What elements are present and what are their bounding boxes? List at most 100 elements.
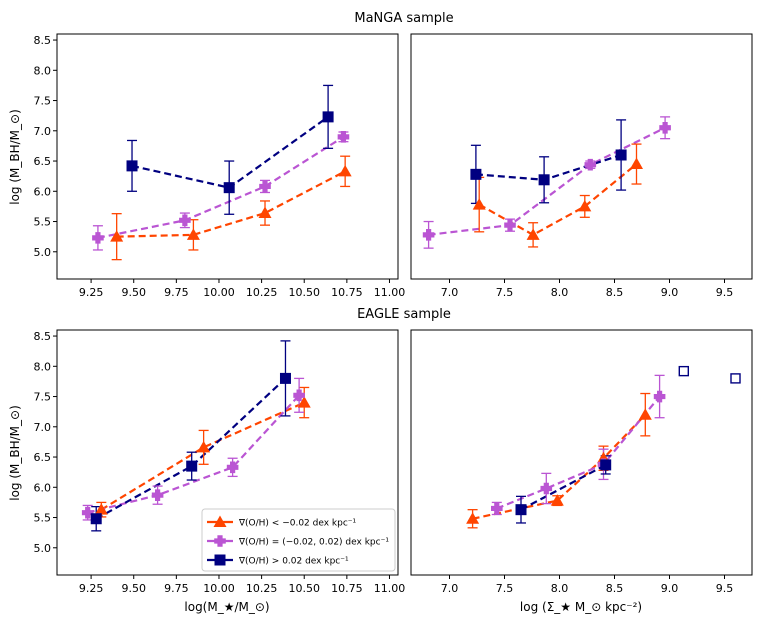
x-tick-label: 10.75: [331, 582, 363, 595]
series-line-neg: [472, 413, 647, 520]
data-point-pos: [538, 174, 550, 186]
x-tick-label: 7.0: [441, 286, 459, 299]
series-line-neg: [100, 401, 305, 511]
x-tick-label: 10.75: [331, 286, 363, 299]
open-data-point-pos: [730, 373, 741, 384]
legend: ∇(O/H) < −0.02 dex kpc⁻¹ ∇(O/H) = (−0.02,…: [201, 508, 396, 572]
plot-frame: [410, 33, 753, 280]
y-tick-label: 6.0: [34, 185, 52, 198]
x-tick-label: 9.0: [661, 286, 679, 299]
legend-marker-pos: [214, 554, 226, 566]
data-point-flat: [504, 219, 516, 231]
y-tick-label: 8.5: [34, 330, 52, 343]
x-axis-label-density: log (Σ_★ M_⊙ kpc⁻²): [520, 600, 642, 614]
data-point-pos: [126, 160, 138, 172]
legend-marker-flat: [214, 535, 226, 547]
y-tick-label: 8.0: [34, 360, 52, 373]
data-point-flat: [491, 502, 503, 515]
data-point-neg: [578, 199, 592, 212]
y-tick-label: 5.5: [34, 512, 52, 525]
data-point-neg: [638, 408, 652, 420]
data-point-flat: [293, 389, 305, 402]
x-tick-label: 9.5: [716, 286, 734, 299]
y-tick-label: 7.5: [34, 391, 52, 404]
data-point-pos: [470, 168, 482, 180]
data-point-pos: [223, 182, 235, 194]
x-tick-label: 9.25: [79, 286, 104, 299]
data-point-pos: [322, 111, 334, 123]
x-tick-label: 9.50: [121, 582, 146, 595]
data-point-neg: [258, 206, 272, 219]
data-point-flat: [179, 214, 191, 227]
legend-box: [201, 508, 396, 572]
x-tick-label: 9.5: [716, 582, 734, 595]
x-tick-label: 10.50: [288, 582, 320, 595]
x-tick-label: 8.0: [551, 582, 569, 595]
data-point-flat: [653, 390, 666, 403]
y-tick-label: 5.5: [34, 216, 52, 229]
legend-label-neg: ∇(O/H) < −0.02 dex kpc⁻¹: [238, 519, 357, 529]
data-point-pos: [186, 460, 198, 472]
x-tick-label: 8.5: [606, 286, 624, 299]
data-point-flat: [151, 489, 164, 501]
y-tick-label: 8.5: [34, 34, 52, 47]
data-point-flat: [226, 461, 239, 474]
data-point-neg: [94, 503, 108, 515]
panel-manga-density: 7.0 7.5 8.0 8.5 9.0 9.5: [410, 33, 753, 299]
y-tick-label: 7.0: [34, 125, 52, 138]
data-point-neg: [472, 198, 486, 210]
section-title-manga: MaNGA sample: [354, 11, 453, 26]
data-point-neg: [197, 440, 211, 453]
legend-label-flat: ∇(O/H) = (−0.02, 0.02) dex kpc⁻¹: [238, 538, 389, 548]
y-tick-label: 5.0: [34, 246, 52, 259]
x-tick-label: 10.00: [203, 582, 235, 595]
panel-manga-mass: 9.25 9.50 9.75 10.00 10.25 10.50 10.75 11.00 5.0…: [34, 33, 406, 299]
series-line-flat: [97, 135, 345, 239]
data-point-flat: [659, 121, 671, 134]
data-point-neg: [466, 512, 480, 524]
open-data-point-pos: [678, 365, 689, 377]
data-point-flat: [422, 229, 435, 241]
x-tick-label: 7.5: [496, 582, 514, 595]
x-tick-label: 9.50: [121, 286, 146, 299]
x-tick-label: 11.00: [374, 286, 406, 299]
legend-label-pos: ∇(O/H) > 0.02 dex kpc⁻¹: [238, 557, 349, 567]
data-point-neg: [630, 157, 643, 170]
section-title-eagle: EAGLE sample: [357, 307, 451, 322]
x-tick-label: 8.5: [606, 582, 624, 595]
x-tick-label: 9.75: [164, 582, 189, 595]
data-point-neg: [186, 228, 200, 240]
series-line-neg: [116, 170, 346, 238]
data-point-pos: [279, 372, 291, 384]
x-axis-label-mass: log(M_★/M_⊙): [184, 600, 269, 614]
y-tick-label: 8.0: [34, 64, 52, 77]
panel-eagle-density: 7.0 7.5 8.0 8.5 9.0 9.5: [410, 329, 753, 595]
y-axis-label-top: log (M_BH/M_⊙): [8, 109, 22, 205]
y-tick-label: 7.0: [34, 421, 52, 434]
data-point-neg: [550, 494, 564, 506]
data-point-neg: [297, 396, 311, 408]
x-tick-label: 10.25: [246, 286, 278, 299]
series-line-flat: [87, 394, 300, 514]
y-tick-label: 6.5: [34, 451, 52, 464]
plot-frame: [410, 329, 753, 576]
x-tick-label: 11.00: [374, 582, 406, 595]
data-point-pos: [600, 459, 612, 471]
series-line-pos: [131, 115, 329, 189]
x-tick-label: 9.75: [164, 286, 189, 299]
data-point-flat: [81, 506, 94, 519]
data-point-pos: [615, 149, 627, 161]
series-line-flat: [496, 395, 661, 510]
x-tick-label: 9.0: [661, 582, 679, 595]
data-point-flat: [584, 158, 597, 171]
data-point-neg: [338, 164, 352, 177]
plot-frame: [56, 329, 399, 576]
data-point-pos: [90, 513, 102, 525]
y-tick-label: 7.5: [34, 95, 52, 108]
legend-marker-neg: [213, 515, 227, 527]
x-tick-label: 8.0: [551, 286, 569, 299]
data-point-pos: [515, 504, 527, 516]
x-tick-label: 10.00: [203, 286, 235, 299]
series-line-pos: [520, 463, 607, 511]
